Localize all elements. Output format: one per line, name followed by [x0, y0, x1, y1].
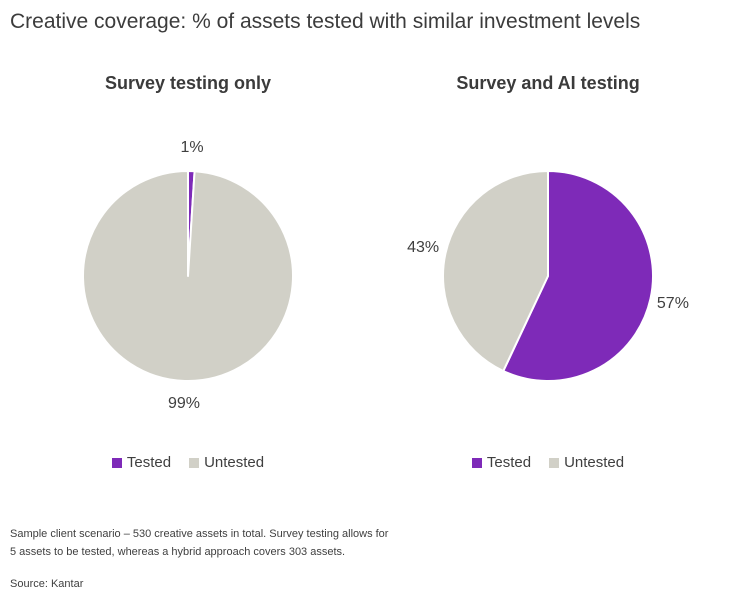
legend-swatch-tested: [111, 457, 122, 468]
legend-swatch-untested: [189, 457, 200, 468]
pie-slice-untested: [442, 170, 549, 373]
legend-item-untested: Untested: [189, 454, 264, 471]
legend-swatch-tested: [471, 457, 482, 468]
legend-item-untested: Untested: [549, 454, 624, 471]
data-label-tested: 1%: [180, 139, 204, 157]
pie-slice-untested: [82, 170, 294, 382]
legend-survey-only: Tested Untested: [28, 454, 348, 471]
pie-survey-and-ai: [442, 170, 654, 382]
legend-survey-and-ai: Tested Untested: [388, 454, 708, 471]
legend-item-tested: Tested: [111, 454, 172, 471]
legend-label-tested: Tested: [126, 454, 172, 471]
legend-label-tested: Tested: [486, 454, 532, 471]
legend-label-untested: Untested: [564, 454, 625, 471]
page-title: Creative coverage: % of assets tested wi…: [10, 10, 641, 33]
pie-chart-survey-only: Survey testing only 1% 99% Tested Unteste…: [28, 72, 348, 492]
source-note: Source: Kantar: [10, 578, 84, 590]
legend-swatch-untested: [549, 457, 560, 468]
footnote-line-1: Sample client scenario – 530 creative as…: [10, 528, 389, 540]
legend-item-tested: Tested: [471, 454, 532, 471]
data-label-untested: 43%: [407, 239, 440, 257]
pie-plot-area: 1% 99%: [58, 139, 318, 412]
data-label-tested: 57%: [656, 294, 689, 312]
footnote: Sample client scenario – 530 creative as…: [10, 525, 490, 561]
pie-survey-only: [82, 170, 294, 382]
data-label-untested: 99%: [167, 394, 200, 412]
legend-label-untested: Untested: [204, 454, 265, 471]
pie-chart-survey-and-ai: Survey and AI testing 57% 43% Tested Unte…: [388, 72, 708, 492]
footnote-line-2: 5 assets to be tested, whereas a hybrid …: [10, 546, 346, 558]
chart-title-survey-and-ai: Survey and AI testing: [456, 73, 640, 93]
pie-slice-tested: [502, 170, 654, 382]
pie-plot-area: 57% 43%: [407, 146, 689, 406]
chart-title-survey-only: Survey testing only: [104, 73, 272, 93]
